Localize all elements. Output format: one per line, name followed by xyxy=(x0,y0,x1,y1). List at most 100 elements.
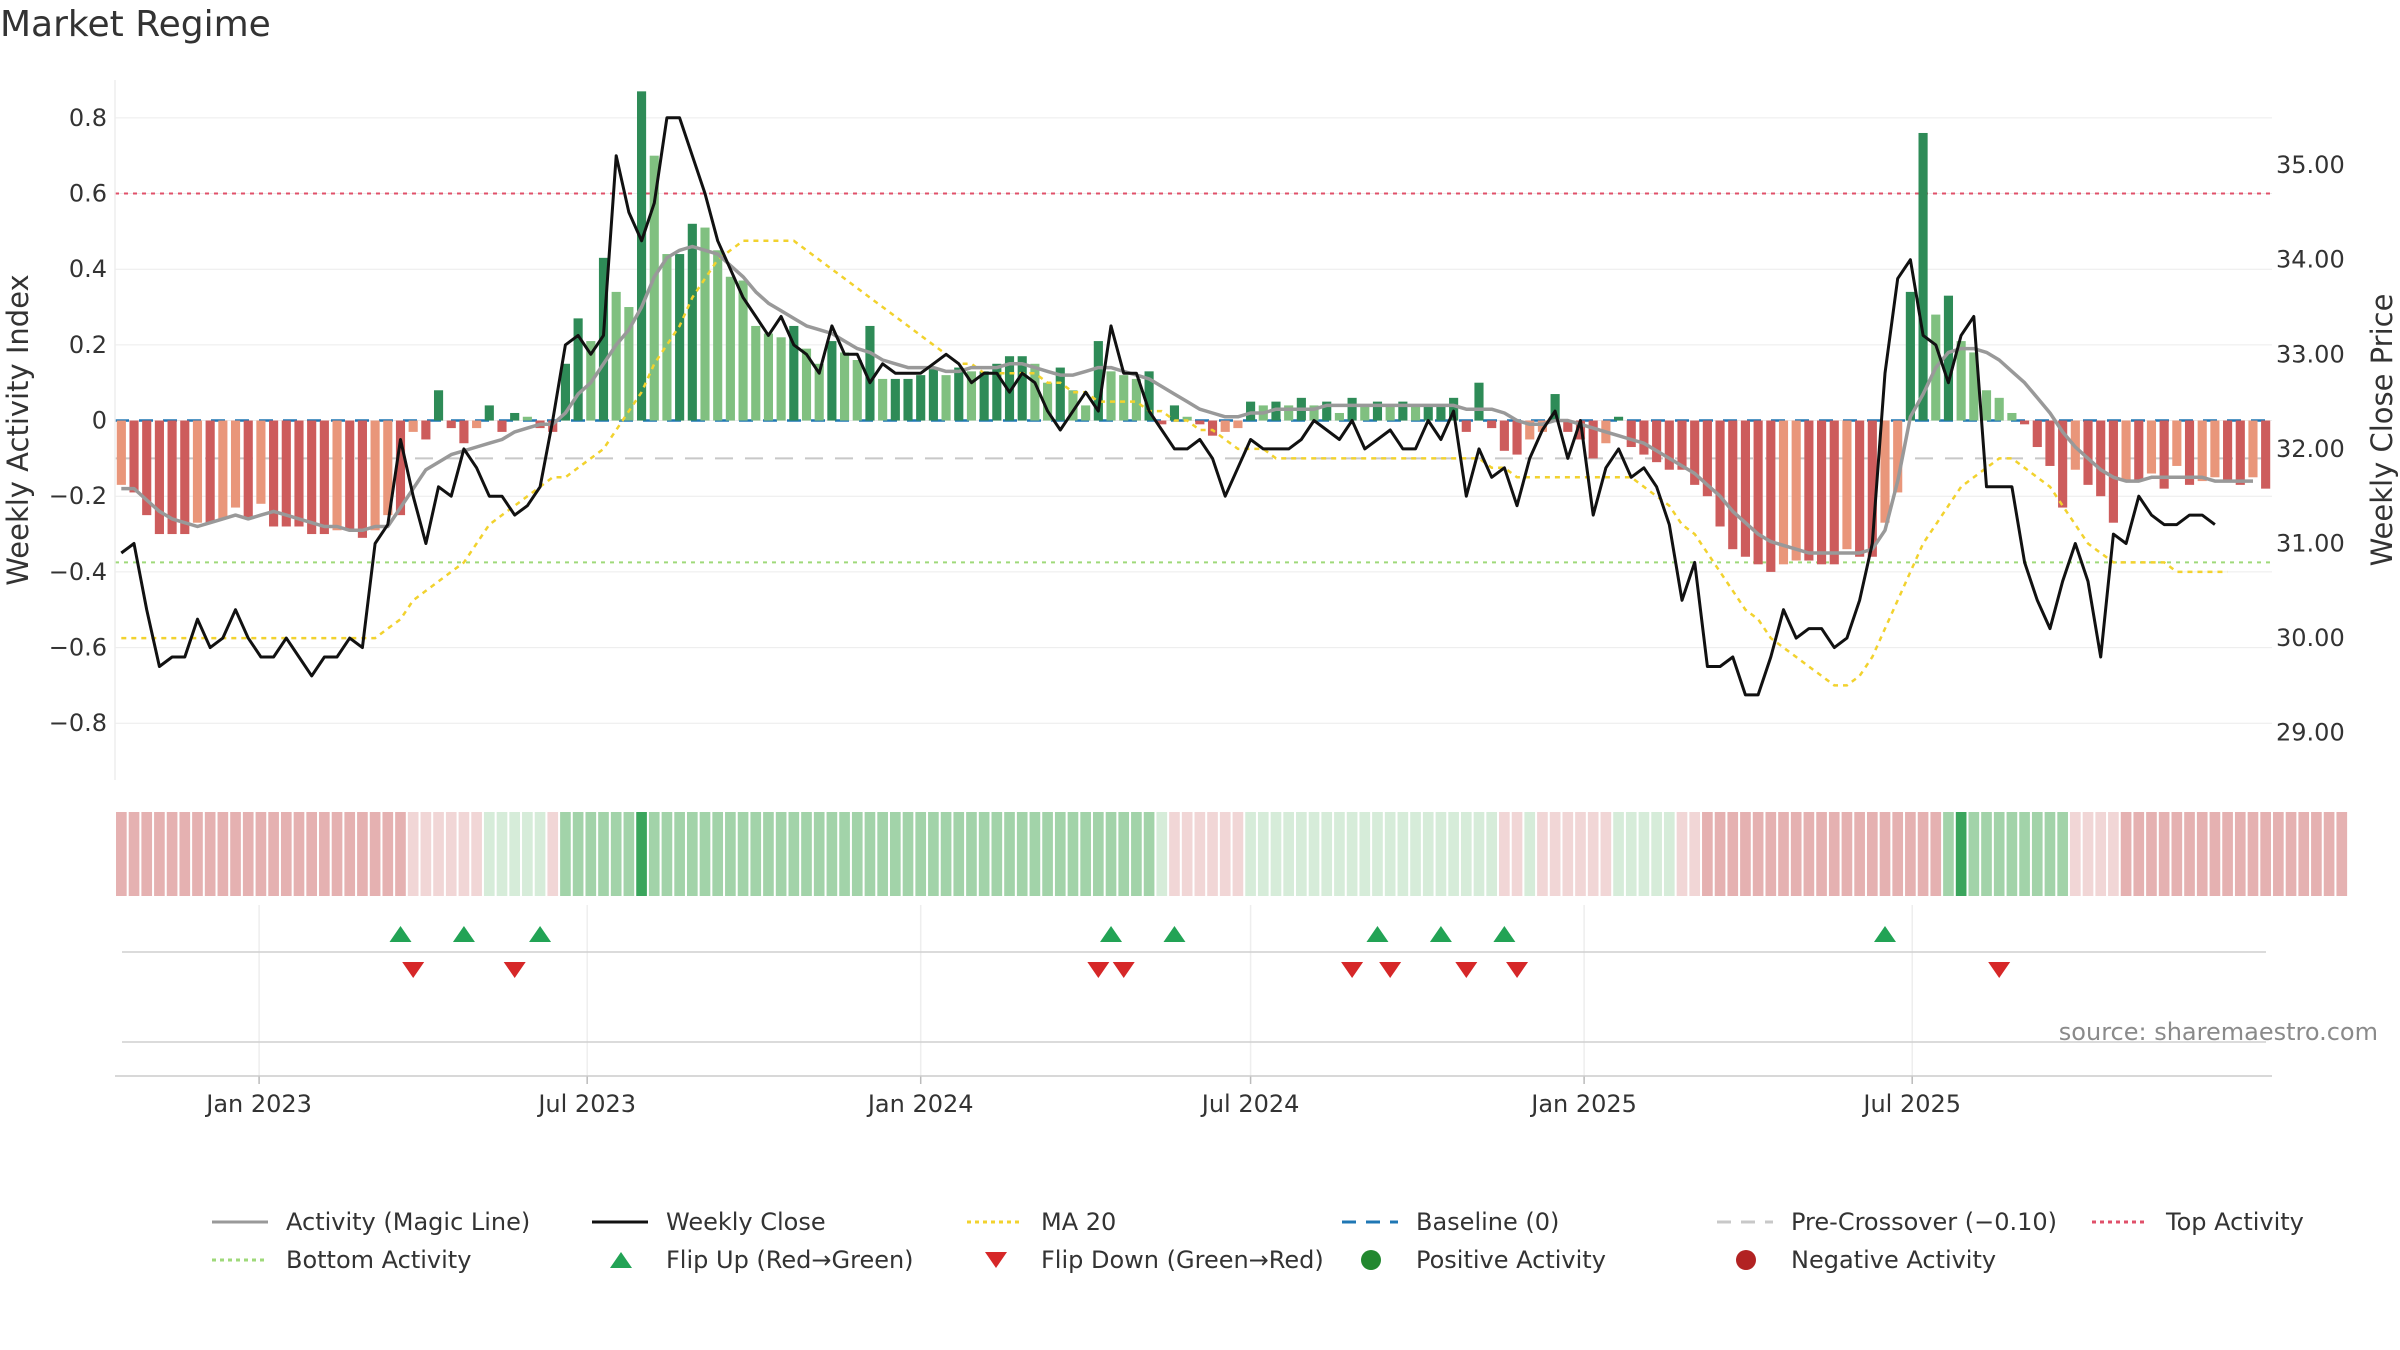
regime-cell xyxy=(1194,812,1206,896)
activity-bar xyxy=(2235,420,2245,485)
y2-tick-label: 31.00 xyxy=(2276,530,2345,558)
activity-bar xyxy=(1449,397,1459,421)
regime-cell xyxy=(2285,812,2297,896)
activity-bar xyxy=(1322,401,1332,421)
activity-bar xyxy=(738,280,748,421)
y-tick-label: −0.8 xyxy=(49,709,107,737)
legend-item: Positive Activity xyxy=(1340,1242,1606,1278)
activity-bar xyxy=(1385,405,1395,421)
activity-bar xyxy=(2172,420,2182,466)
activity-bar xyxy=(142,420,152,516)
activity-bar xyxy=(687,223,697,421)
legend-label: Baseline (0) xyxy=(1416,1208,1560,1236)
regime-cell xyxy=(433,812,444,896)
x-tick-label: Jul 2024 xyxy=(1200,1090,1300,1118)
flip-down-marker xyxy=(1379,962,1402,978)
regime-cell xyxy=(116,812,127,896)
activity-bar xyxy=(2121,420,2131,482)
flip-up-marker xyxy=(529,926,552,942)
regime-cell xyxy=(889,812,901,896)
activity-bar xyxy=(966,371,977,421)
activity-bar xyxy=(1423,405,1433,421)
regime-cell xyxy=(1892,812,1904,896)
activity-bar xyxy=(180,420,190,535)
activity-bar xyxy=(2032,420,2042,448)
regime-cell xyxy=(509,812,521,896)
activity-bar xyxy=(1081,405,1091,421)
regime-cell xyxy=(674,812,685,896)
activity-bar xyxy=(1778,420,1789,565)
regime-cell xyxy=(2133,812,2145,896)
regime-cell xyxy=(1422,812,1434,896)
activity-bar xyxy=(230,420,241,508)
regime-cell xyxy=(1207,812,1218,896)
activity-bar xyxy=(1207,420,1218,436)
regime-cell xyxy=(1080,812,1091,896)
legend-item: Activity (Magic Line) xyxy=(210,1204,530,1240)
activity-bar xyxy=(395,420,406,516)
regime-cell xyxy=(2146,812,2157,896)
activity-bar xyxy=(1626,420,1636,448)
regime-cell xyxy=(2336,812,2348,896)
regime-cell xyxy=(1219,812,1231,896)
activity-bar xyxy=(992,363,1002,421)
flip-down-marker xyxy=(1087,962,1110,978)
regime-cell xyxy=(268,812,279,896)
regime-cell xyxy=(1435,812,1447,896)
activity-bar xyxy=(2058,420,2068,508)
regime-cell xyxy=(1803,812,1815,896)
activity-bar xyxy=(1309,405,1319,421)
activity-bar xyxy=(1880,420,1890,523)
activity-bar xyxy=(281,420,291,527)
activity-bar xyxy=(167,420,177,535)
regime-cell xyxy=(1587,812,1599,896)
regime-cell xyxy=(2184,812,2195,896)
regime-cell xyxy=(1308,812,1320,896)
regime-cell xyxy=(471,812,482,896)
y-tick-label: 0.6 xyxy=(69,180,107,208)
flip-up-marker xyxy=(452,926,475,942)
activity-bar xyxy=(713,250,723,421)
activity-bar xyxy=(1969,352,1979,421)
regime-cell xyxy=(1575,812,1586,896)
activity-bar xyxy=(1131,378,1141,421)
regime-cell xyxy=(1169,812,1180,896)
activity-bar xyxy=(307,420,317,535)
regime-cell xyxy=(636,812,647,896)
flip-down-marker xyxy=(503,962,526,978)
activity-bar xyxy=(1499,420,1509,451)
activity-bar xyxy=(497,420,507,432)
regime-cell xyxy=(851,812,863,896)
activity-bar xyxy=(1588,420,1598,459)
y-tick-label: 0.4 xyxy=(69,255,107,283)
regime-cell xyxy=(623,812,635,896)
legend-label: Bottom Activity xyxy=(286,1246,472,1274)
legend-label: Top Activity xyxy=(2166,1208,2304,1236)
regime-cell xyxy=(382,812,394,896)
regime-cell xyxy=(1093,812,1104,896)
legend-item: Baseline (0) xyxy=(1340,1204,1559,1240)
regime-cell xyxy=(1511,812,1523,896)
y-tick-label: −0.4 xyxy=(49,558,107,586)
legend-line-icon xyxy=(212,1258,268,1262)
activity-bar xyxy=(751,325,761,421)
activity-bar xyxy=(1398,401,1408,421)
regime-cell xyxy=(940,812,952,896)
regime-cell xyxy=(1384,812,1396,896)
regime-cell xyxy=(763,812,774,896)
activity-bar xyxy=(1791,420,1801,561)
x-tick-label: Jan 2023 xyxy=(204,1090,312,1118)
regime-cell xyxy=(2234,812,2246,896)
activity-bar xyxy=(2096,420,2106,497)
activity-bar xyxy=(319,420,329,535)
activity-bar xyxy=(1550,394,1560,421)
activity-bar xyxy=(1195,420,1205,425)
y2-tick-label: 30.00 xyxy=(2276,624,2345,652)
activity-bar xyxy=(1943,295,1954,421)
regime-cell xyxy=(1613,812,1624,896)
regime-cell xyxy=(2260,812,2271,896)
activity-bar xyxy=(1981,390,1992,421)
activity-bar xyxy=(1613,416,1624,421)
activity-bar xyxy=(116,420,126,485)
regime-cell xyxy=(1448,812,1459,896)
